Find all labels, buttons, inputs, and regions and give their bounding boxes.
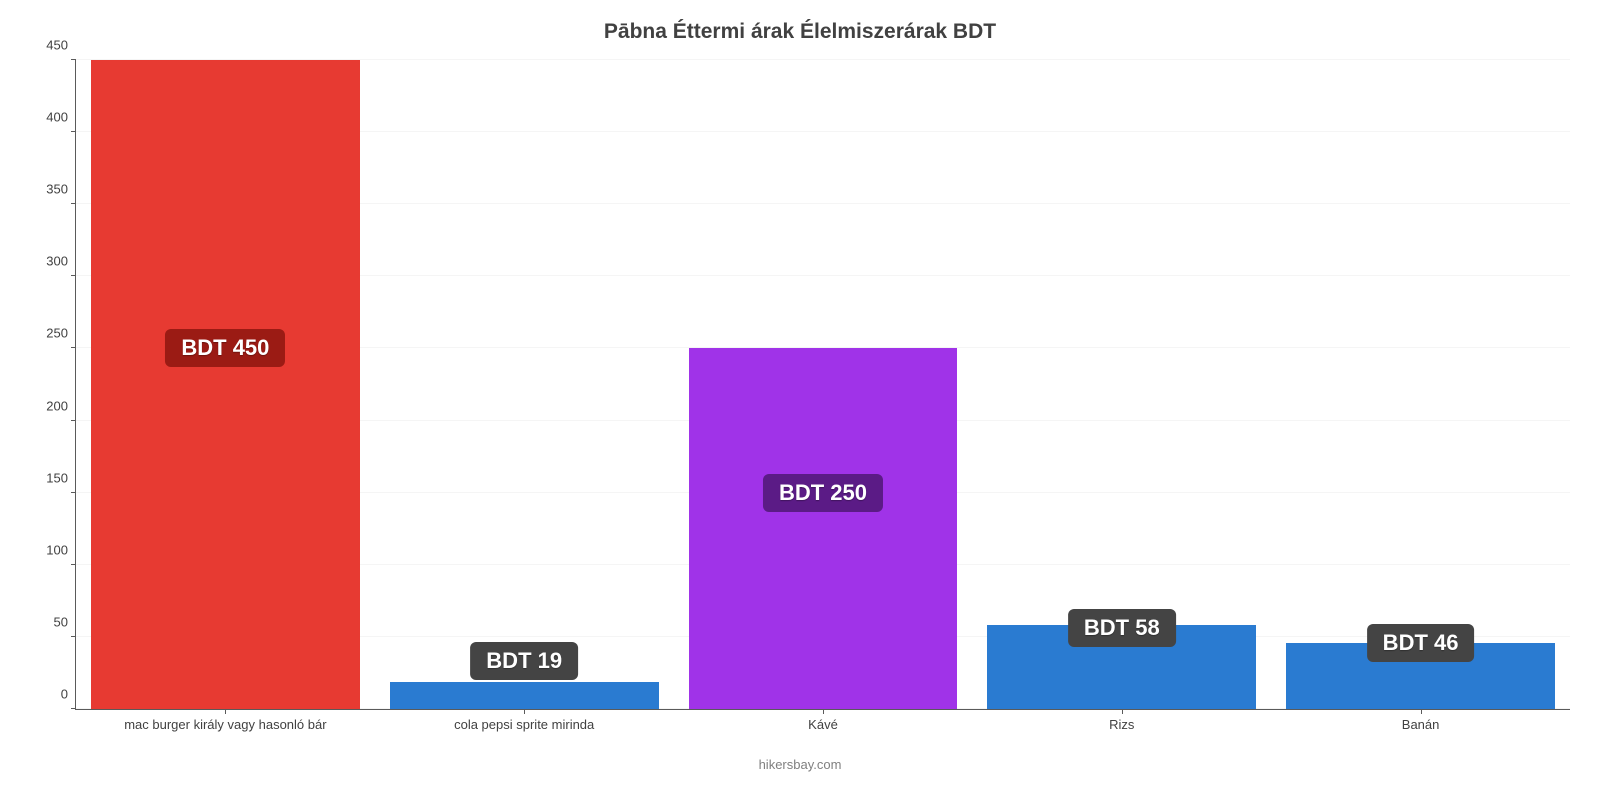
x-axis-label: Kávé (808, 717, 838, 732)
y-tick-label: 250 (46, 326, 68, 341)
x-tick-mark (1122, 709, 1123, 714)
y-tick-label: 300 (46, 254, 68, 269)
bar-chart: Pābna Éttermi árak Élelmiszerárak BDT 05… (0, 0, 1600, 800)
x-axis-label: cola pepsi sprite mirinda (454, 717, 594, 732)
bar-slot: mac burger király vagy hasonló bárBDT 45… (76, 60, 375, 709)
chart-title: Pābna Éttermi árak Élelmiszerárak BDT (0, 20, 1600, 44)
x-axis-label: mac burger király vagy hasonló bár (124, 717, 326, 732)
x-tick-mark (823, 709, 824, 714)
bar-value-label: BDT 450 (165, 329, 285, 367)
bar-value-label: BDT 250 (763, 474, 883, 512)
bar-value-label: BDT 19 (470, 642, 578, 680)
footer-credit: hikersbay.com (0, 757, 1600, 772)
bar-slot: BanánBDT 46 (1271, 60, 1570, 709)
bar-value-label: BDT 46 (1367, 624, 1475, 662)
x-axis-label: Banán (1402, 717, 1440, 732)
bar-slot: cola pepsi sprite mirindaBDT 19 (375, 60, 674, 709)
y-tick-label: 50 (54, 614, 68, 629)
plot-area: 050100150200250300350400450 mac burger k… (75, 60, 1570, 710)
bar (689, 348, 958, 709)
y-tick-label: 150 (46, 470, 68, 485)
bar-slot: KávéBDT 250 (674, 60, 973, 709)
bar-slot: RizsBDT 58 (972, 60, 1271, 709)
x-tick-mark (225, 709, 226, 714)
y-tick-label: 0 (61, 687, 68, 702)
y-tick-label: 400 (46, 110, 68, 125)
bar (390, 682, 659, 709)
x-tick-mark (1421, 709, 1422, 714)
y-tick-label: 100 (46, 542, 68, 557)
y-tick-label: 200 (46, 398, 68, 413)
x-axis-label: Rizs (1109, 717, 1134, 732)
x-tick-mark (524, 709, 525, 714)
y-tick-label: 450 (46, 38, 68, 53)
bar-value-label: BDT 58 (1068, 609, 1176, 647)
bar (91, 60, 360, 709)
y-tick-label: 350 (46, 182, 68, 197)
